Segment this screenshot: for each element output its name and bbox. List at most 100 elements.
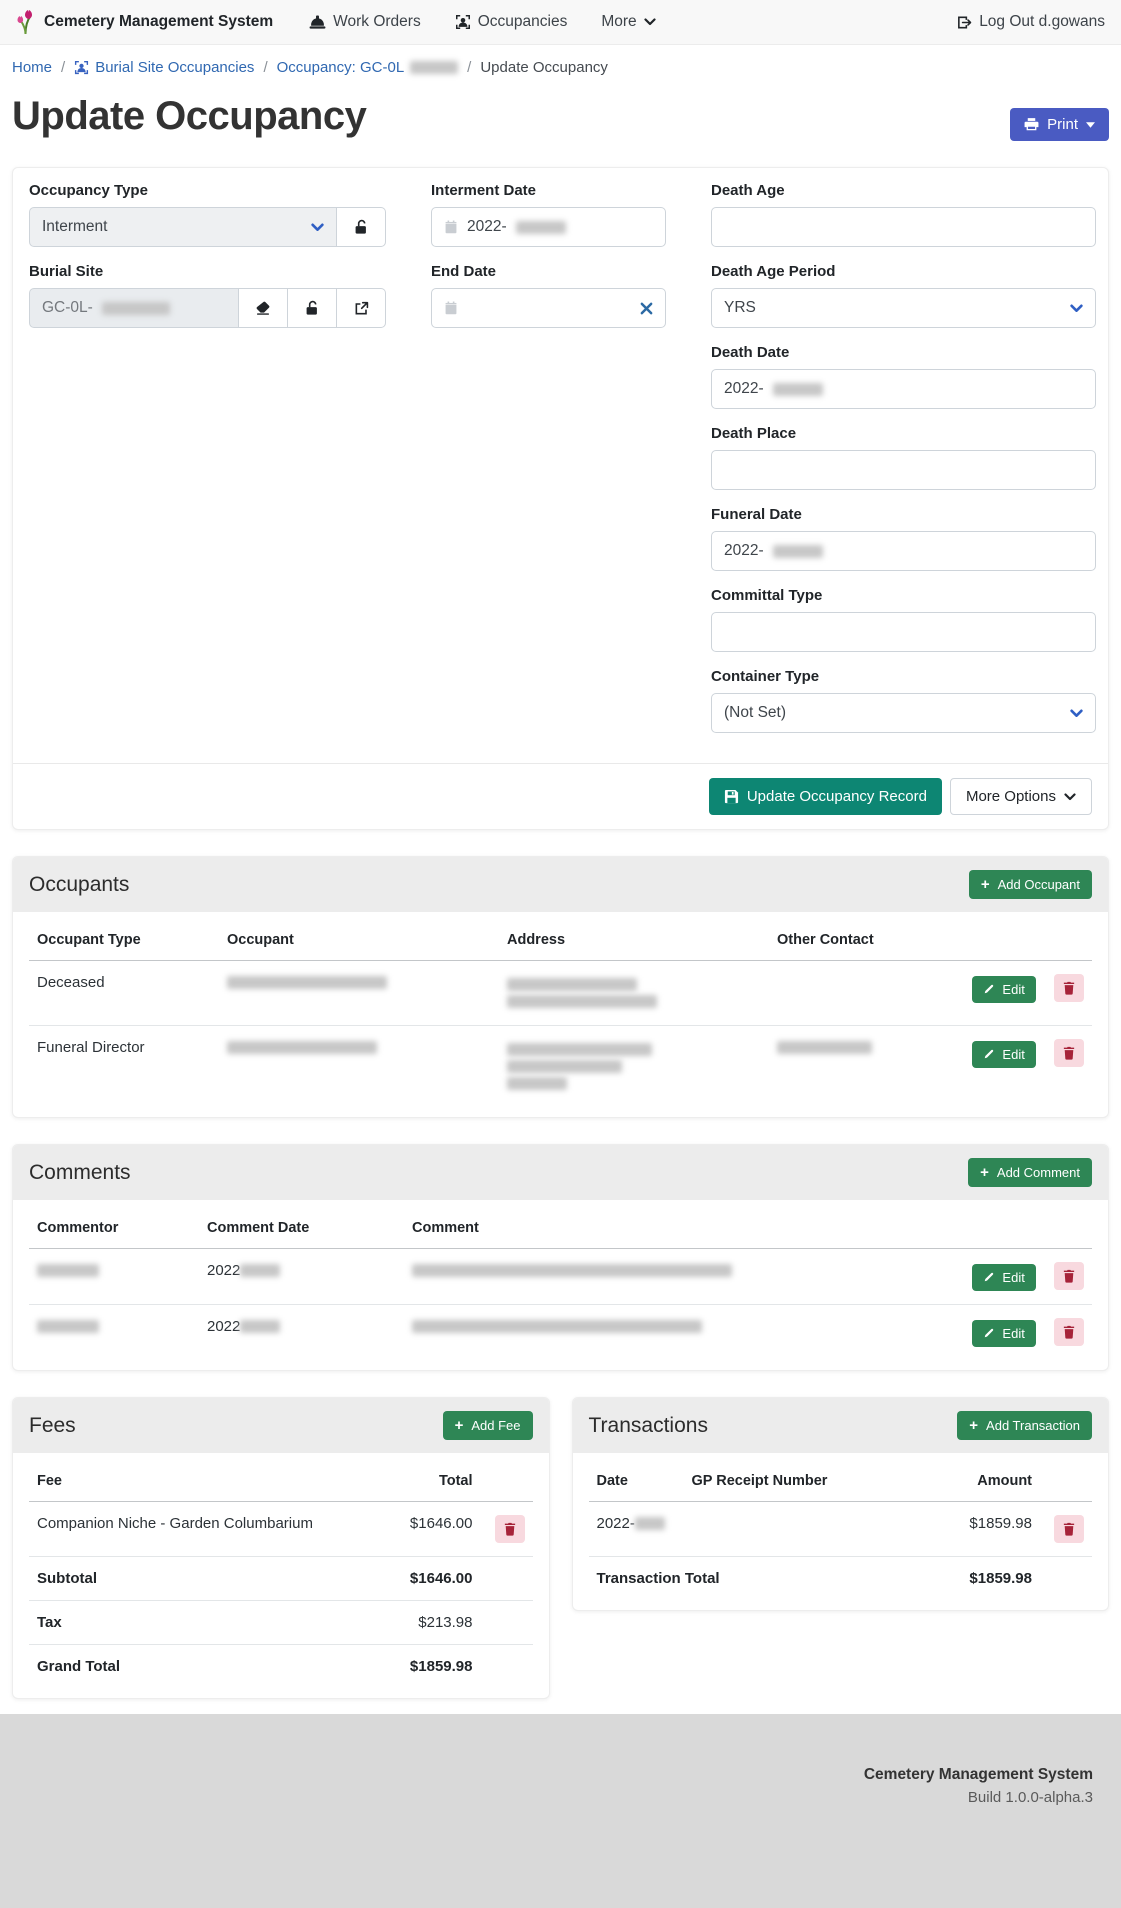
redacted-text [227,1041,377,1054]
redacted-text [410,61,459,74]
committal-type-input[interactable] [711,612,1096,652]
redacted-text [515,220,566,234]
death-date-label: Death Date [711,344,790,361]
occupant-row: Deceased Edit [29,960,1092,1026]
trash-icon [1063,1522,1075,1536]
update-occupancy-record-button[interactable]: Update Occupancy Record [708,778,942,815]
end-date-input[interactable] [431,288,666,328]
print-button[interactable]: Print [1010,108,1109,141]
committal-type-field[interactable] [724,613,1083,651]
transactions-section: Transactions + Add Transaction Date GP R… [571,1397,1109,1611]
app-title: Cemetery Management System [44,13,274,30]
add-occupant-button[interactable]: + Add Occupant [968,870,1092,899]
pencil-icon [983,1049,994,1060]
page-title: Update Occupancy [12,94,367,138]
unlock-icon [305,300,320,316]
death-date-input[interactable]: 2022- [711,369,1096,409]
trash-icon [504,1522,516,1536]
redacted-text [777,1041,872,1054]
save-icon [724,789,739,804]
delete-occupant-button[interactable] [1054,974,1084,1002]
add-fee-button[interactable]: + Add Fee [442,1411,533,1440]
death-place-field[interactable] [724,451,1083,489]
death-age-input[interactable] [711,207,1096,247]
redacted-text [507,995,657,1008]
nav-item-more[interactable]: More [601,13,656,31]
delete-fee-button[interactable] [494,1515,525,1543]
breadcrumb-occupancy[interactable]: Occupancy: GC-0L [277,59,459,76]
add-comment-button[interactable]: + Add Comment [968,1158,1092,1187]
funeral-date-input[interactable]: 2022- [711,531,1096,571]
breadcrumb-home[interactable]: Home [12,59,53,76]
death-age-field[interactable] [724,208,1083,246]
eraser-icon [255,300,271,316]
redacted-text [37,1320,99,1333]
death-age-label: Death Age [711,182,785,199]
redacted-text [412,1264,732,1277]
redacted-text [507,1077,567,1090]
open-burial-site-button[interactable] [337,288,386,328]
delete-occupant-button[interactable] [1054,1039,1084,1067]
lock-burial-site-button[interactable] [288,288,337,328]
person-bounding-box-icon [74,60,89,75]
plus-icon: + [980,876,990,893]
redacted-text [101,301,170,315]
occupants-table: Occupant Type Occupant Address Other Con… [29,920,1092,1107]
more-options-button[interactable]: More Options [949,778,1092,815]
app-brand[interactable]: Cemetery Management System [16,8,273,36]
col-commentor: Commentor [29,1208,199,1249]
fees-grand-total-row: Grand Total $1859.98 [37,1658,473,1675]
clear-burial-site-button[interactable] [239,288,288,328]
breadcrumb-burial-site-occupancies[interactable]: Burial Site Occupancies [74,59,254,76]
plus-icon: + [969,1417,979,1434]
comment-row: 2022 Edit [29,1248,1092,1305]
edit-occupant-button[interactable]: Edit [972,1041,1036,1068]
lock-occupancy-type-button[interactable] [337,207,386,247]
edit-comment-button[interactable]: Edit [972,1264,1036,1291]
death-age-period-label: Death Age Period [711,263,836,280]
page-footer: Cemetery Management System Build 1.0.0-a… [0,1714,1121,1908]
transactions-table: Date GP Receipt Number Amount 2022- $185… [588,1461,1092,1600]
redacted-text [37,1264,99,1277]
nav-item-work-orders[interactable]: Work Orders [309,13,421,31]
hard-hat-icon [309,14,326,30]
comments-section: Comments + Add Comment Commentor Comment… [12,1144,1109,1371]
redacted-text [507,1060,622,1073]
logout-button[interactable]: Log Out d.gowans [956,13,1105,31]
redacted-text [634,1517,665,1530]
col-gp-receipt-number: GP Receipt Number [683,1461,930,1502]
committal-type-label: Committal Type [711,587,823,604]
redacted-text [240,1320,281,1333]
redacted-text [240,1264,281,1277]
pencil-icon [983,984,994,995]
container-type-select[interactable]: (Not Set) [711,693,1096,733]
occupancy-type-select[interactable]: Interment [29,207,337,247]
death-age-period-select[interactable]: YRS [711,288,1096,328]
col-occupant: Occupant [219,920,499,961]
transactions-title: Transactions [588,1413,708,1437]
delete-transaction-button[interactable] [1054,1515,1084,1543]
redacted-text [507,978,637,991]
redacted-text [412,1320,702,1333]
interment-date-input[interactable]: 2022- [431,207,666,247]
col-fee: Fee [29,1461,371,1502]
edit-comment-button[interactable]: Edit [972,1320,1036,1347]
plus-icon: + [980,1164,989,1181]
death-place-input[interactable] [711,450,1096,490]
trash-icon [1063,1325,1075,1339]
calendar-icon [444,301,458,315]
delete-comment-button[interactable] [1054,1318,1084,1346]
chevron-down-icon [311,222,324,232]
redacted-text [772,382,823,396]
funeral-date-label: Funeral Date [711,506,802,523]
pencil-icon [983,1328,994,1339]
clear-date-icon[interactable] [640,302,653,315]
fees-subtotal-row: Subtotal $1646.00 [29,1556,533,1601]
edit-occupant-button[interactable]: Edit [972,976,1036,1003]
add-transaction-button[interactable]: + Add Transaction [957,1411,1092,1440]
occupancy-form-card: Occupancy Type Interment [12,167,1109,830]
printer-icon [1024,117,1039,132]
delete-comment-button[interactable] [1054,1262,1084,1290]
trash-icon [1063,1046,1075,1060]
nav-item-occupancies[interactable]: Occupancies [455,13,567,31]
